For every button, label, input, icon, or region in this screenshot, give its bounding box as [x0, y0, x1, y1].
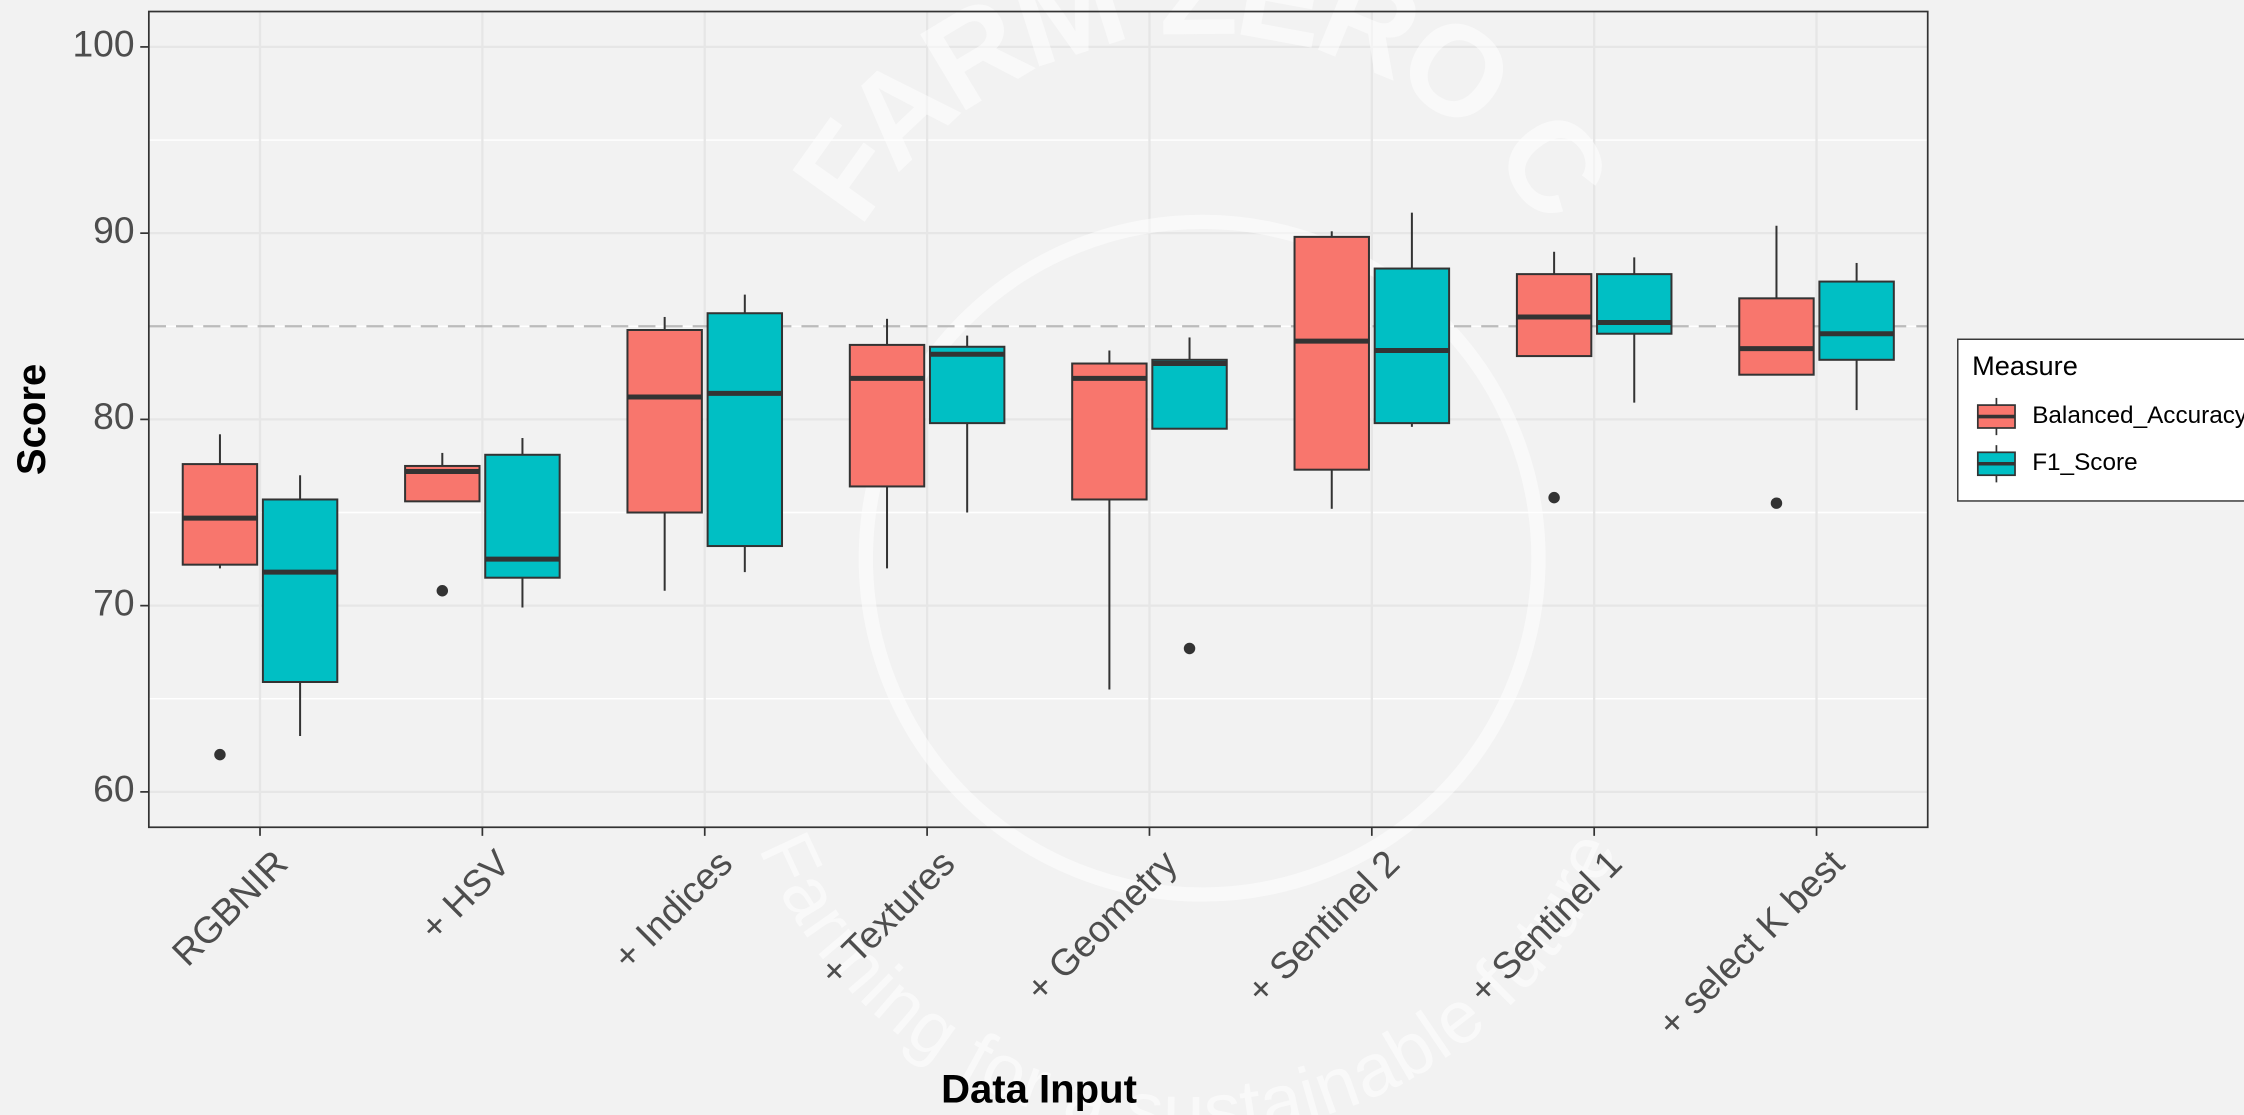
box-group [404, 452, 481, 597]
x-axis-title: Data Input [941, 1068, 1137, 1112]
x-tick-label: + select K best [1649, 841, 1852, 1044]
box [261, 498, 339, 683]
box-group [848, 318, 926, 569]
y-tick-label: 100 [72, 23, 134, 65]
box [1738, 297, 1815, 376]
legend-label: F1_Score [2032, 449, 2137, 476]
box [626, 328, 703, 514]
box [928, 345, 1006, 425]
box-group [1151, 337, 1228, 655]
box-group [1373, 212, 1451, 427]
box-group [261, 475, 339, 737]
outlier [1770, 497, 1783, 509]
y-tick-label: 60 [93, 768, 134, 810]
legend-title: Measure [1972, 350, 2078, 381]
box [1071, 362, 1148, 501]
box-group [1596, 257, 1673, 403]
box-group [928, 335, 1006, 513]
box-group [706, 294, 784, 573]
box-group [1818, 262, 1895, 411]
box-group [1293, 231, 1370, 509]
outlier [1183, 642, 1196, 655]
outlier [1548, 491, 1560, 504]
outlier [214, 748, 226, 761]
x-tick-label: + Geometry [1017, 841, 1185, 1009]
x-tick-label: + HSV [411, 842, 518, 949]
watermark-ring [858, 214, 1546, 902]
y-axis-title: Score [10, 364, 54, 475]
box-group [1071, 350, 1148, 690]
y-tick-label: 70 [93, 581, 134, 623]
x-tick-label: + Indices [605, 842, 741, 978]
box-group [1515, 251, 1593, 504]
x-tick-label: RGBNIR [164, 842, 296, 974]
box [848, 343, 926, 488]
box [706, 312, 784, 548]
y-tick-label: 90 [93, 209, 134, 251]
box-group [1738, 225, 1815, 509]
y-tick-label: 80 [93, 395, 134, 437]
box-group [626, 316, 703, 591]
box [181, 463, 259, 566]
box [1151, 358, 1228, 430]
box [1818, 280, 1895, 361]
box [1293, 235, 1370, 471]
outlier [436, 585, 449, 597]
legend-label: Balanced_Accuracy [2032, 402, 2244, 429]
box [1373, 267, 1451, 425]
box-group [484, 438, 561, 608]
box-group [181, 434, 259, 761]
